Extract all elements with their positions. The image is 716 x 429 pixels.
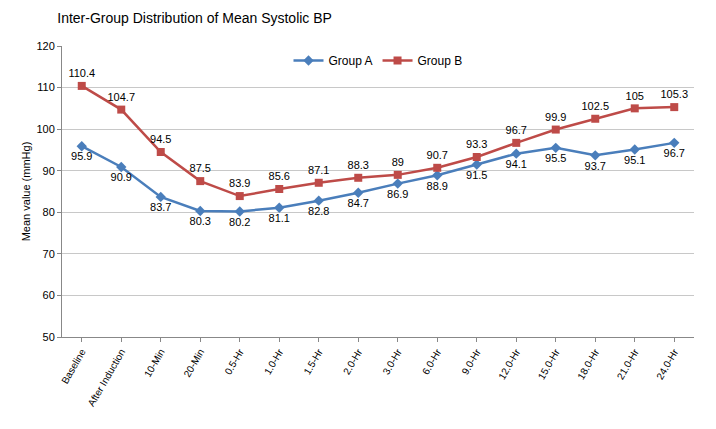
- svg-text:85.6: 85.6: [269, 170, 290, 182]
- svg-text:50: 50: [43, 331, 55, 343]
- svg-text:100: 100: [36, 123, 54, 135]
- svg-text:12.0-Hr: 12.0-Hr: [496, 346, 523, 381]
- svg-text:83.7: 83.7: [150, 201, 171, 213]
- svg-text:90.9: 90.9: [111, 171, 132, 183]
- svg-text:18.0-Hr: 18.0-Hr: [575, 346, 602, 381]
- svg-text:1.5-Hr: 1.5-Hr: [301, 346, 325, 376]
- svg-text:6.0-Hr: 6.0-Hr: [420, 346, 444, 376]
- svg-text:102.5: 102.5: [581, 100, 609, 112]
- svg-text:89: 89: [392, 156, 404, 168]
- svg-text:60: 60: [43, 289, 55, 301]
- svg-text:95.9: 95.9: [71, 150, 92, 162]
- svg-text:80: 80: [43, 206, 55, 218]
- svg-text:82.8: 82.8: [308, 205, 329, 217]
- svg-text:87.5: 87.5: [190, 162, 211, 174]
- svg-text:110.4: 110.4: [68, 67, 95, 79]
- svg-text:88.3: 88.3: [348, 159, 369, 171]
- svg-text:Mean value (mmHg): Mean value (mmHg): [20, 142, 32, 242]
- svg-text:105: 105: [626, 90, 644, 102]
- svg-text:99.9: 99.9: [545, 111, 566, 123]
- svg-text:24.0-Hr: 24.0-Hr: [654, 346, 681, 381]
- svg-text:After Induction: After Induction: [86, 347, 128, 408]
- svg-text:21.0-Hr: 21.0-Hr: [615, 346, 642, 381]
- svg-text:86.9: 86.9: [387, 188, 408, 200]
- svg-text:3.0-Hr: 3.0-Hr: [380, 346, 404, 376]
- svg-text:10-Min: 10-Min: [142, 347, 167, 379]
- svg-text:80.2: 80.2: [229, 216, 250, 228]
- svg-text:105.3: 105.3: [660, 88, 688, 100]
- svg-text:2.0-Hr: 2.0-Hr: [341, 346, 365, 376]
- svg-text:94.5: 94.5: [150, 133, 171, 145]
- svg-text:70: 70: [43, 248, 55, 260]
- svg-text:0.5-Hr: 0.5-Hr: [222, 346, 246, 376]
- svg-text:95.5: 95.5: [545, 152, 566, 164]
- svg-text:Group A: Group A: [329, 54, 373, 68]
- svg-text:87.1: 87.1: [308, 164, 329, 176]
- svg-text:120: 120: [36, 40, 54, 52]
- svg-text:104.7: 104.7: [107, 91, 135, 103]
- svg-text:81.1: 81.1: [269, 212, 290, 224]
- svg-text:Group B: Group B: [418, 54, 463, 68]
- svg-text:95.1: 95.1: [624, 154, 645, 166]
- svg-text:93.3: 93.3: [466, 138, 487, 150]
- svg-text:88.9: 88.9: [427, 180, 448, 192]
- svg-text:90: 90: [43, 165, 55, 177]
- svg-text:1.0-Hr: 1.0-Hr: [262, 346, 286, 376]
- svg-text:80.3: 80.3: [190, 215, 211, 227]
- svg-text:96.7: 96.7: [664, 147, 685, 159]
- svg-text:94.1: 94.1: [506, 158, 527, 170]
- svg-text:Baseline: Baseline: [59, 347, 88, 386]
- svg-text:93.7: 93.7: [585, 160, 606, 172]
- svg-text:15.0-Hr: 15.0-Hr: [536, 346, 563, 381]
- svg-text:84.7: 84.7: [348, 197, 369, 209]
- svg-text:96.7: 96.7: [506, 124, 527, 136]
- svg-text:83.9: 83.9: [229, 177, 250, 189]
- svg-text:9.0-Hr: 9.0-Hr: [459, 346, 483, 376]
- svg-text:110: 110: [37, 81, 55, 93]
- svg-text:91.5: 91.5: [466, 169, 487, 181]
- svg-text:90.7: 90.7: [427, 149, 448, 161]
- svg-text:Inter-Group Distribution of Me: Inter-Group Distribution of Mean Systoli…: [57, 10, 332, 26]
- svg-text:20-Min: 20-Min: [181, 347, 206, 379]
